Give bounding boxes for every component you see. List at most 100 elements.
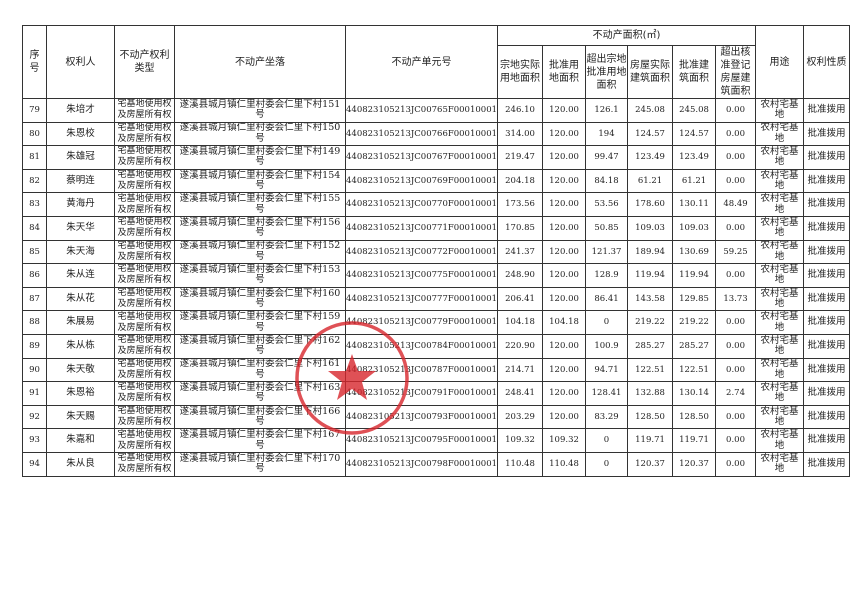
table-row: 84 朱天华 宅基地使用权及房屋所有权 遂溪县城月镇仁里村委会仁里下村156号 4408… — [22, 215, 851, 241]
cell-right-type: 宅基地使用权及房屋所有权 — [114, 357, 175, 383]
cell-excess-land: 83.29 — [585, 404, 629, 430]
cell-seq: 81 — [22, 145, 47, 170]
cell-excess-building: 0.00 — [715, 333, 757, 359]
cell-actual-building: 120.37 — [627, 451, 674, 477]
cell-right-type: 宅基地使用权及房屋所有权 — [114, 145, 175, 170]
cell-approved-building: 245.08 — [672, 98, 717, 123]
cell-excess-building: 59.25 — [715, 239, 757, 265]
cell-location: 遂溪县城月镇仁里村委会仁里下村162号 — [174, 333, 346, 359]
cell-excess-land: 128.9 — [585, 263, 629, 288]
table-row: 79 朱培才 宅基地使用权及房屋所有权 遂溪县城月镇仁里村委会仁里下村151号 4408… — [22, 98, 851, 123]
cell-approved-building: 120.37 — [672, 451, 717, 477]
cell-actual-land: 314.00 — [497, 121, 544, 147]
cell-unit-no: 440823105213JC00765F00010001 — [344, 98, 499, 123]
cell-actual-land: 241.37 — [497, 239, 544, 265]
cell-right-nature: 批准拨用 — [803, 404, 851, 430]
cell-approved-land: 120.00 — [542, 121, 587, 147]
cell-excess-building: 0.00 — [715, 310, 757, 335]
cell-seq: 89 — [22, 333, 47, 359]
cell-actual-building: 143.58 — [627, 286, 674, 312]
cell-actual-land: 248.90 — [497, 263, 544, 288]
header-location: 不动产坐落 — [174, 25, 346, 99]
cell-right-type: 宅基地使用权及房屋所有权 — [114, 263, 175, 288]
cell-actual-building: 124.57 — [627, 121, 674, 147]
cell-usage: 农村宅基地 — [755, 168, 805, 194]
header-right-type: 不动产权利类型 — [114, 25, 175, 99]
cell-owner: 朱天赐 — [46, 404, 115, 430]
cell-location: 遂溪县城月镇仁里村委会仁里下村166号 — [174, 404, 346, 430]
cell-location: 遂溪县城月镇仁里村委会仁里下村159号 — [174, 310, 346, 335]
cell-approved-land: 120.00 — [542, 404, 587, 430]
cell-actual-land: 248.41 — [497, 381, 544, 406]
cell-location: 遂溪县城月镇仁里村委会仁里下村163号 — [174, 381, 346, 406]
cell-usage: 农村宅基地 — [755, 381, 805, 406]
table-row: 91 朱恩裕 宅基地使用权及房屋所有权 遂溪县城月镇仁里村委会仁里下村163号 4408… — [22, 381, 851, 406]
cell-approved-land: 120.00 — [542, 98, 587, 123]
cell-usage: 农村宅基地 — [755, 286, 805, 312]
cell-excess-land: 121.37 — [585, 239, 629, 265]
cell-owner: 朱雄冠 — [46, 145, 115, 170]
cell-actual-land: 104.18 — [497, 310, 544, 335]
cell-unit-no: 440823105213JC00775F00010001 — [344, 263, 499, 288]
cell-unit-no: 440823105213JC00779F00010001 — [344, 310, 499, 335]
cell-owner: 朱天华 — [46, 215, 115, 241]
cell-approved-land: 120.00 — [542, 168, 587, 194]
cell-unit-no: 440823105213JC00766F00010001 — [344, 121, 499, 147]
header-owner: 权利人 — [46, 25, 115, 99]
cell-approved-land: 120.00 — [542, 381, 587, 406]
table-row: 87 朱从花 宅基地使用权及房屋所有权 遂溪县城月镇仁里村委会仁里下村160号 4408… — [22, 286, 851, 312]
cell-approved-building: 119.94 — [672, 263, 717, 288]
cell-approved-building: 129.85 — [672, 286, 717, 312]
cell-actual-land: 110.48 — [497, 451, 544, 477]
cell-unit-no: 440823105213JC00795F00010001 — [344, 428, 499, 453]
cell-actual-land: 173.56 — [497, 192, 544, 217]
cell-location: 遂溪县城月镇仁里村委会仁里下村149号 — [174, 145, 346, 170]
cell-excess-land: 128.41 — [585, 381, 629, 406]
cell-location: 遂溪县城月镇仁里村委会仁里下村153号 — [174, 263, 346, 288]
cell-excess-building: 0.00 — [715, 168, 757, 194]
table-row: 85 朱天海 宅基地使用权及房屋所有权 遂溪县城月镇仁里村委会仁里下村152号 4408… — [22, 239, 851, 265]
header-excess-land: 超出宗地批准用地面积 — [585, 45, 629, 99]
cell-unit-no: 440823105213JC00791F00010001 — [344, 381, 499, 406]
cell-approved-land: 120.00 — [542, 286, 587, 312]
cell-approved-land: 120.00 — [542, 333, 587, 359]
cell-right-type: 宅基地使用权及房屋所有权 — [114, 98, 175, 123]
cell-usage: 农村宅基地 — [755, 333, 805, 359]
header-unit-no: 不动产单元号 — [344, 25, 499, 99]
cell-owner: 朱从花 — [46, 286, 115, 312]
cell-seq: 94 — [22, 451, 47, 477]
cell-excess-building: 0.00 — [715, 98, 757, 123]
cell-excess-building: 48.49 — [715, 192, 757, 217]
cell-location: 遂溪县城月镇仁里村委会仁里下村160号 — [174, 286, 346, 312]
cell-excess-building: 0.00 — [715, 263, 757, 288]
cell-approved-building: 122.51 — [672, 357, 717, 383]
cell-approved-building: 219.22 — [672, 310, 717, 335]
header-approved-land: 批准用地面积 — [542, 45, 587, 99]
header-area-group: 不动产面积(㎡) — [497, 25, 757, 46]
table-row: 94 朱从良 宅基地使用权及房屋所有权 遂溪县城月镇仁里村委会仁里下村170号 4408… — [22, 451, 851, 477]
cell-excess-land: 86.41 — [585, 286, 629, 312]
header-usage: 用途 — [755, 25, 805, 99]
cell-right-type: 宅基地使用权及房屋所有权 — [114, 168, 175, 194]
cell-approved-building: 124.57 — [672, 121, 717, 147]
cell-right-nature: 批准拨用 — [803, 451, 851, 477]
cell-seq: 87 — [22, 286, 47, 312]
cell-seq: 80 — [22, 121, 47, 147]
cell-approved-building: 61.21 — [672, 168, 717, 194]
cell-right-nature: 批准拨用 — [803, 263, 851, 288]
cell-excess-land: 94.71 — [585, 357, 629, 383]
cell-right-nature: 批准拨用 — [803, 428, 851, 453]
cell-usage: 农村宅基地 — [755, 357, 805, 383]
cell-excess-building: 13.73 — [715, 286, 757, 312]
cell-approved-land: 120.00 — [542, 215, 587, 241]
cell-approved-building: 123.49 — [672, 145, 717, 170]
cell-usage: 农村宅基地 — [755, 98, 805, 123]
cell-unit-no: 440823105213JC00784F00010001 — [344, 333, 499, 359]
cell-seq: 86 — [22, 263, 47, 288]
cell-actual-land: 109.32 — [497, 428, 544, 453]
cell-actual-building: 123.49 — [627, 145, 674, 170]
cell-actual-building: 109.03 — [627, 215, 674, 241]
cell-location: 遂溪县城月镇仁里村委会仁里下村150号 — [174, 121, 346, 147]
cell-right-type: 宅基地使用权及房屋所有权 — [114, 215, 175, 241]
cell-unit-no: 440823105213JC00793F00010001 — [344, 404, 499, 430]
